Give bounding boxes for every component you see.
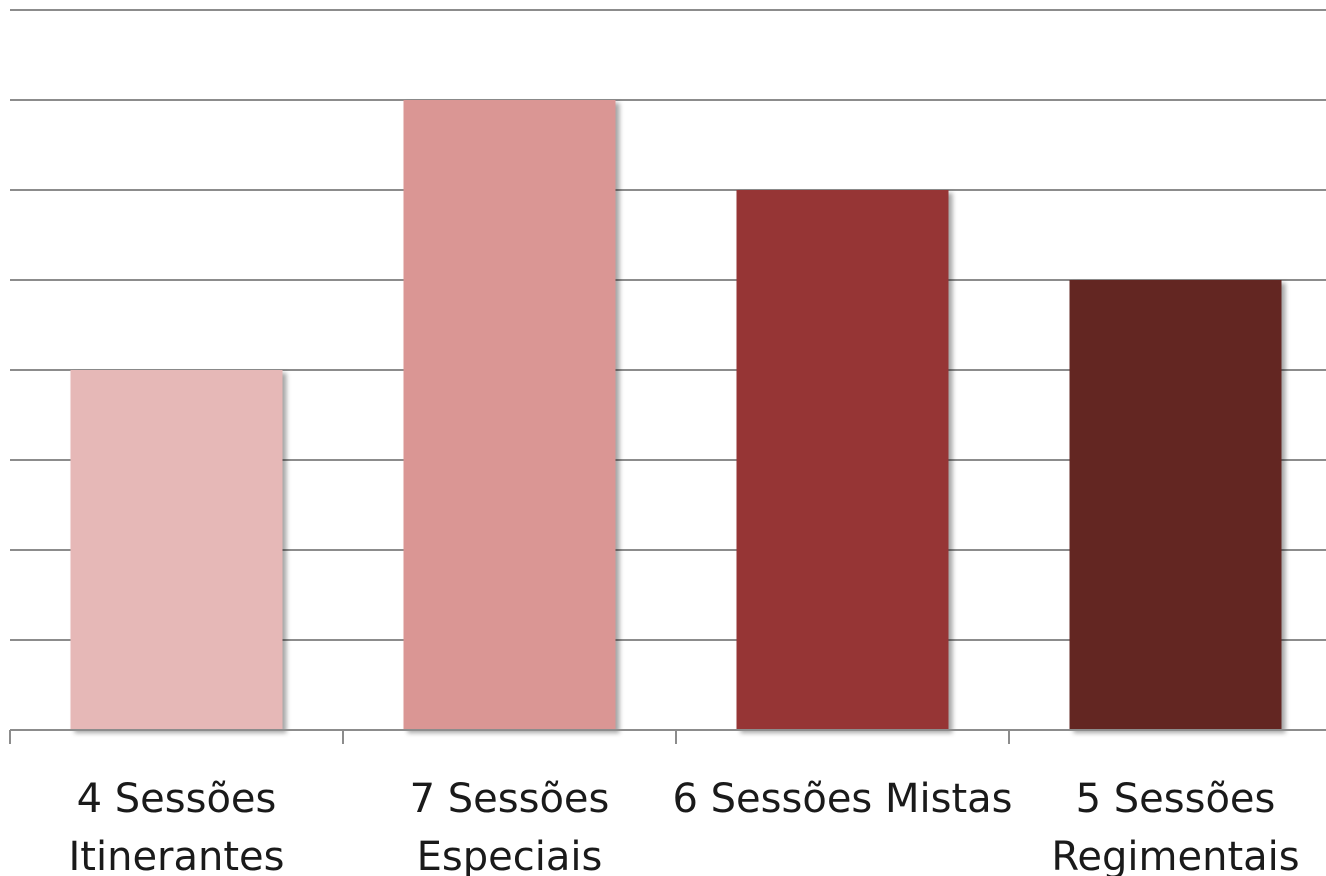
bar bbox=[1069, 280, 1282, 730]
x-tick-label-line: 4 Sessões bbox=[77, 776, 277, 822]
x-axis-labels: 4 Sessões Itinerantes 7 Sessões Especiais 6 … bbox=[69, 776, 1300, 876]
x-tick-label: 6 Sessões Mistas bbox=[673, 776, 1013, 822]
bar bbox=[70, 370, 283, 730]
x-tick-label-line: Regimentais bbox=[1051, 834, 1299, 876]
bar bbox=[736, 190, 949, 730]
x-tick-label: 4 Sessões Itinerantes bbox=[69, 776, 285, 876]
x-tick-label-line: 5 Sessões bbox=[1076, 776, 1276, 822]
x-tick-label: 7 Sessões Especiais bbox=[410, 776, 610, 876]
x-tick-label: 5 Sessões Regimentais bbox=[1051, 776, 1299, 876]
x-tick-label-line: 7 Sessões bbox=[410, 776, 610, 822]
x-axis bbox=[9, 729, 1326, 744]
x-tick-label-line: Especiais bbox=[417, 834, 603, 876]
bars bbox=[70, 100, 1282, 730]
bar bbox=[403, 100, 616, 730]
x-tick-label-line: Itinerantes bbox=[69, 834, 285, 876]
x-tick-label-line: 6 Sessões Mistas bbox=[673, 776, 1013, 822]
